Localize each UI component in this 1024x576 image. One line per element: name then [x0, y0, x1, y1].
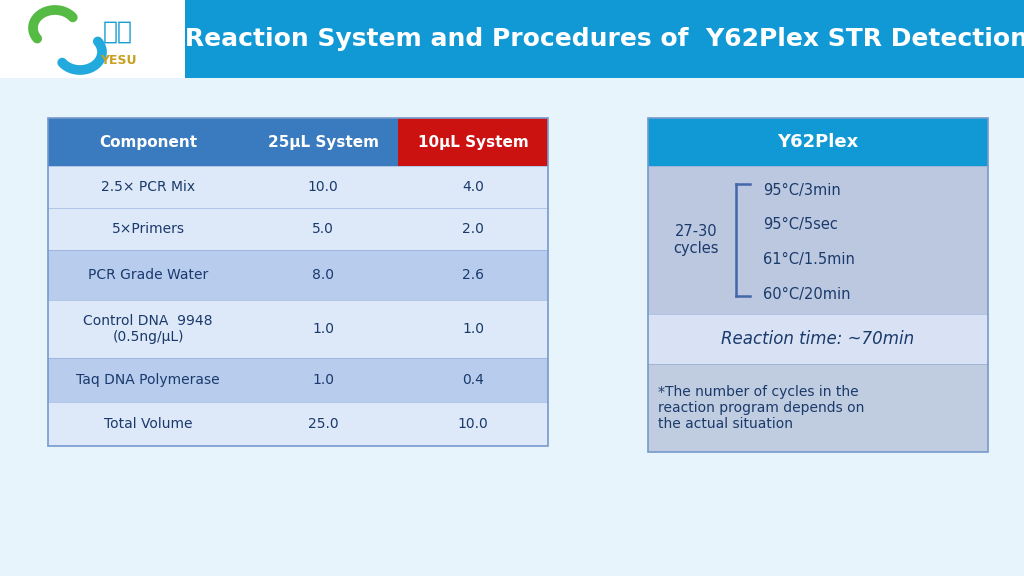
Text: Total Volume: Total Volume — [103, 417, 193, 431]
Bar — [48, 166, 248, 208]
Bar — [648, 314, 988, 364]
Text: YESU: YESU — [99, 54, 136, 66]
Text: 95°C/3min: 95°C/3min — [763, 183, 841, 198]
Bar — [48, 250, 248, 300]
Text: Taq DNA Polymerase: Taq DNA Polymerase — [76, 373, 220, 387]
Bar — [248, 300, 398, 358]
Bar — [48, 300, 248, 358]
Bar — [398, 166, 548, 208]
Text: 10.0: 10.0 — [307, 180, 338, 194]
Text: 25.0: 25.0 — [307, 417, 338, 431]
Bar — [248, 402, 398, 446]
Text: 2.6: 2.6 — [462, 268, 484, 282]
Bar — [648, 118, 988, 452]
Bar — [48, 118, 548, 446]
Text: 5.0: 5.0 — [312, 222, 334, 236]
Text: 1.0: 1.0 — [312, 373, 334, 387]
Text: 10μL System: 10μL System — [418, 135, 528, 150]
Bar — [398, 358, 548, 402]
Text: 8.0: 8.0 — [312, 268, 334, 282]
Bar — [248, 166, 398, 208]
Text: Component: Component — [99, 135, 197, 150]
Bar — [398, 250, 548, 300]
Bar — [48, 402, 248, 446]
Text: Y62Plex: Y62Plex — [777, 133, 859, 151]
Text: 1.0: 1.0 — [312, 322, 334, 336]
Text: 60°C/20min: 60°C/20min — [763, 286, 851, 301]
Bar — [398, 208, 548, 250]
Text: 95°C/5sec: 95°C/5sec — [763, 217, 838, 232]
Text: 2.5× PCR Mix: 2.5× PCR Mix — [101, 180, 195, 194]
Bar — [398, 300, 548, 358]
Bar — [648, 364, 988, 452]
Bar — [398, 118, 548, 166]
Text: 0.4: 0.4 — [462, 373, 484, 387]
Bar — [185, 0, 1024, 78]
Text: 2.2 Reaction System and Procedures of  Y62Plex STR Detection Kit: 2.2 Reaction System and Procedures of Y6… — [132, 27, 1024, 51]
Bar — [248, 358, 398, 402]
Text: 沿溯: 沿溯 — [103, 20, 133, 44]
Bar — [248, 208, 398, 250]
Text: Reaction time: ~70min: Reaction time: ~70min — [722, 330, 914, 348]
Text: 25μL System: 25μL System — [267, 135, 379, 150]
Text: 10.0: 10.0 — [458, 417, 488, 431]
Bar — [648, 118, 988, 166]
Text: 27-30
cycles: 27-30 cycles — [673, 224, 719, 256]
Bar — [48, 208, 248, 250]
Bar — [48, 118, 248, 166]
Text: 4.0: 4.0 — [462, 180, 484, 194]
Text: PCR Grade Water: PCR Grade Water — [88, 268, 208, 282]
Bar — [398, 402, 548, 446]
Bar — [48, 358, 248, 402]
Text: *The number of cycles in the
reaction program depends on
the actual situation: *The number of cycles in the reaction pr… — [658, 385, 864, 431]
Text: 1.0: 1.0 — [462, 322, 484, 336]
Bar — [248, 118, 398, 166]
Text: 61°C/1.5min: 61°C/1.5min — [763, 252, 855, 267]
Bar — [0, 0, 185, 78]
Bar — [648, 166, 988, 314]
Text: 2.0: 2.0 — [462, 222, 484, 236]
Text: 5×Primers: 5×Primers — [112, 222, 184, 236]
Bar — [248, 250, 398, 300]
Text: Control DNA  9948
(0.5ng/μL): Control DNA 9948 (0.5ng/μL) — [83, 314, 213, 344]
